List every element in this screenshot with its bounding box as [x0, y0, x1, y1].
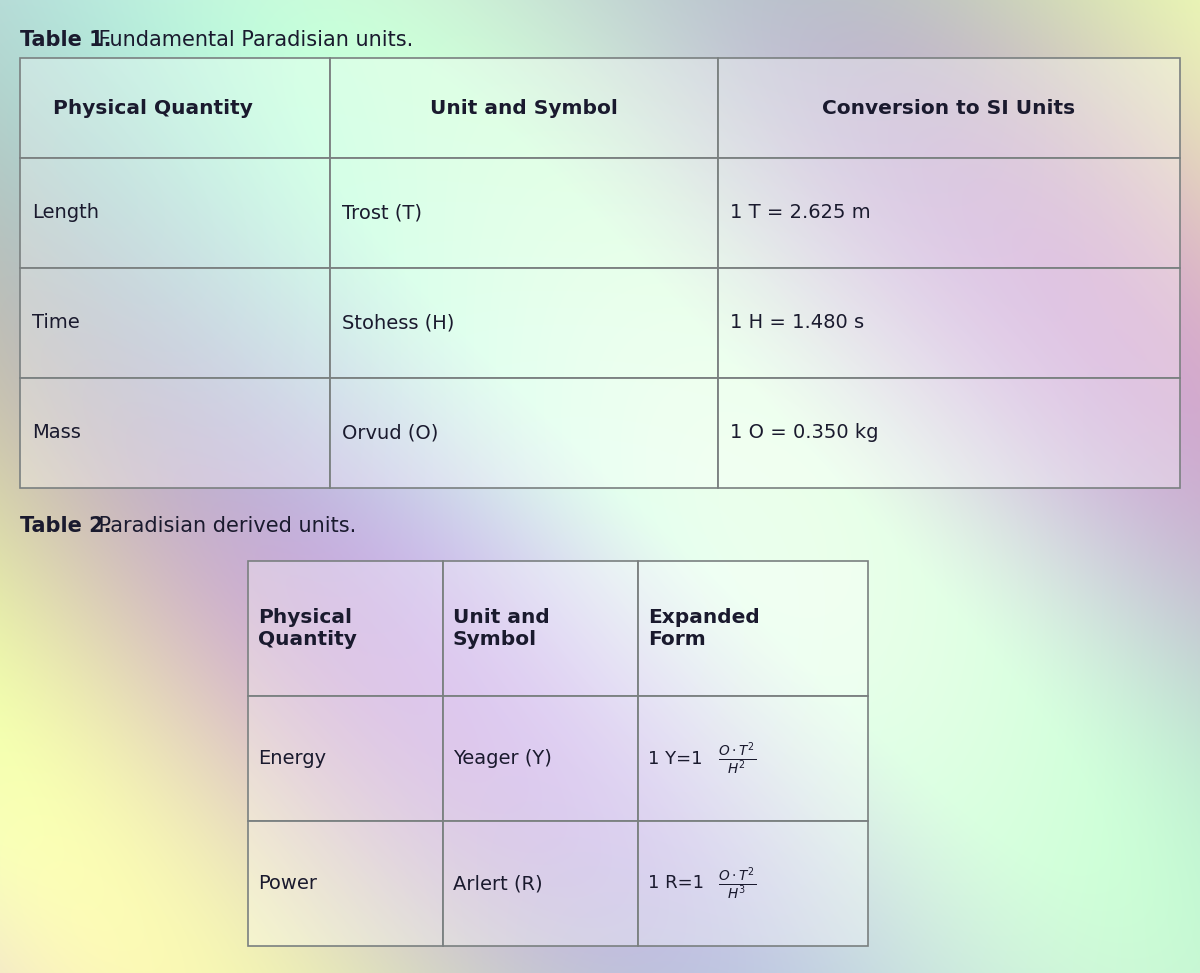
Text: Power: Power: [258, 874, 317, 893]
Bar: [20, 158, 330, 268]
Text: Conversion to SI Units: Conversion to SI Units: [822, 98, 1075, 118]
Text: Stohess (H): Stohess (H): [342, 313, 455, 333]
Bar: [443, 561, 638, 696]
Bar: [718, 268, 1180, 378]
Text: Unit and Symbol: Unit and Symbol: [430, 98, 618, 118]
Text: 1 R=1: 1 R=1: [648, 875, 709, 892]
Bar: [330, 158, 718, 268]
Text: Length: Length: [32, 203, 98, 223]
Text: Trost (T): Trost (T): [342, 203, 422, 223]
Bar: [443, 821, 638, 946]
Bar: [718, 158, 1180, 268]
Text: Arlert (R): Arlert (R): [454, 874, 542, 893]
Bar: [443, 696, 638, 821]
Bar: [248, 821, 443, 946]
Bar: [330, 268, 718, 378]
Text: Paradisian derived units.: Paradisian derived units.: [92, 516, 356, 536]
Text: Expanded
Form: Expanded Form: [648, 608, 760, 649]
Text: Fundamental Paradisian units.: Fundamental Paradisian units.: [92, 30, 413, 50]
Text: Energy: Energy: [258, 749, 326, 768]
Bar: [718, 378, 1180, 488]
Text: 1 Y=1: 1 Y=1: [648, 749, 708, 768]
Bar: [20, 268, 330, 378]
Text: 1 O = 0.350 kg: 1 O = 0.350 kg: [730, 423, 878, 443]
Bar: [248, 696, 443, 821]
Text: Time: Time: [32, 313, 79, 333]
Text: Yeager (Y): Yeager (Y): [454, 749, 552, 768]
Text: Mass: Mass: [32, 423, 80, 443]
Text: $\frac{O \cdot T^2}{H^2}$: $\frac{O \cdot T^2}{H^2}$: [718, 740, 756, 776]
Text: 1 T = 2.625 m: 1 T = 2.625 m: [730, 203, 871, 223]
Text: Table 1.: Table 1.: [20, 30, 112, 50]
Bar: [20, 58, 330, 158]
Text: 1 H = 1.480 s: 1 H = 1.480 s: [730, 313, 864, 333]
Text: Table 2.: Table 2.: [20, 516, 112, 536]
Text: Physical Quantity: Physical Quantity: [32, 98, 253, 118]
Bar: [638, 696, 868, 821]
Text: $\frac{O \cdot T^2}{H^3}$: $\frac{O \cdot T^2}{H^3}$: [718, 865, 756, 902]
Bar: [330, 58, 718, 158]
Bar: [718, 58, 1180, 158]
Text: Physical
Quantity: Physical Quantity: [258, 608, 356, 649]
Text: Orvud (O): Orvud (O): [342, 423, 438, 443]
Bar: [330, 378, 718, 488]
Text: Unit and
Symbol: Unit and Symbol: [454, 608, 550, 649]
Bar: [248, 561, 443, 696]
Bar: [638, 821, 868, 946]
Bar: [638, 561, 868, 696]
Bar: [20, 378, 330, 488]
